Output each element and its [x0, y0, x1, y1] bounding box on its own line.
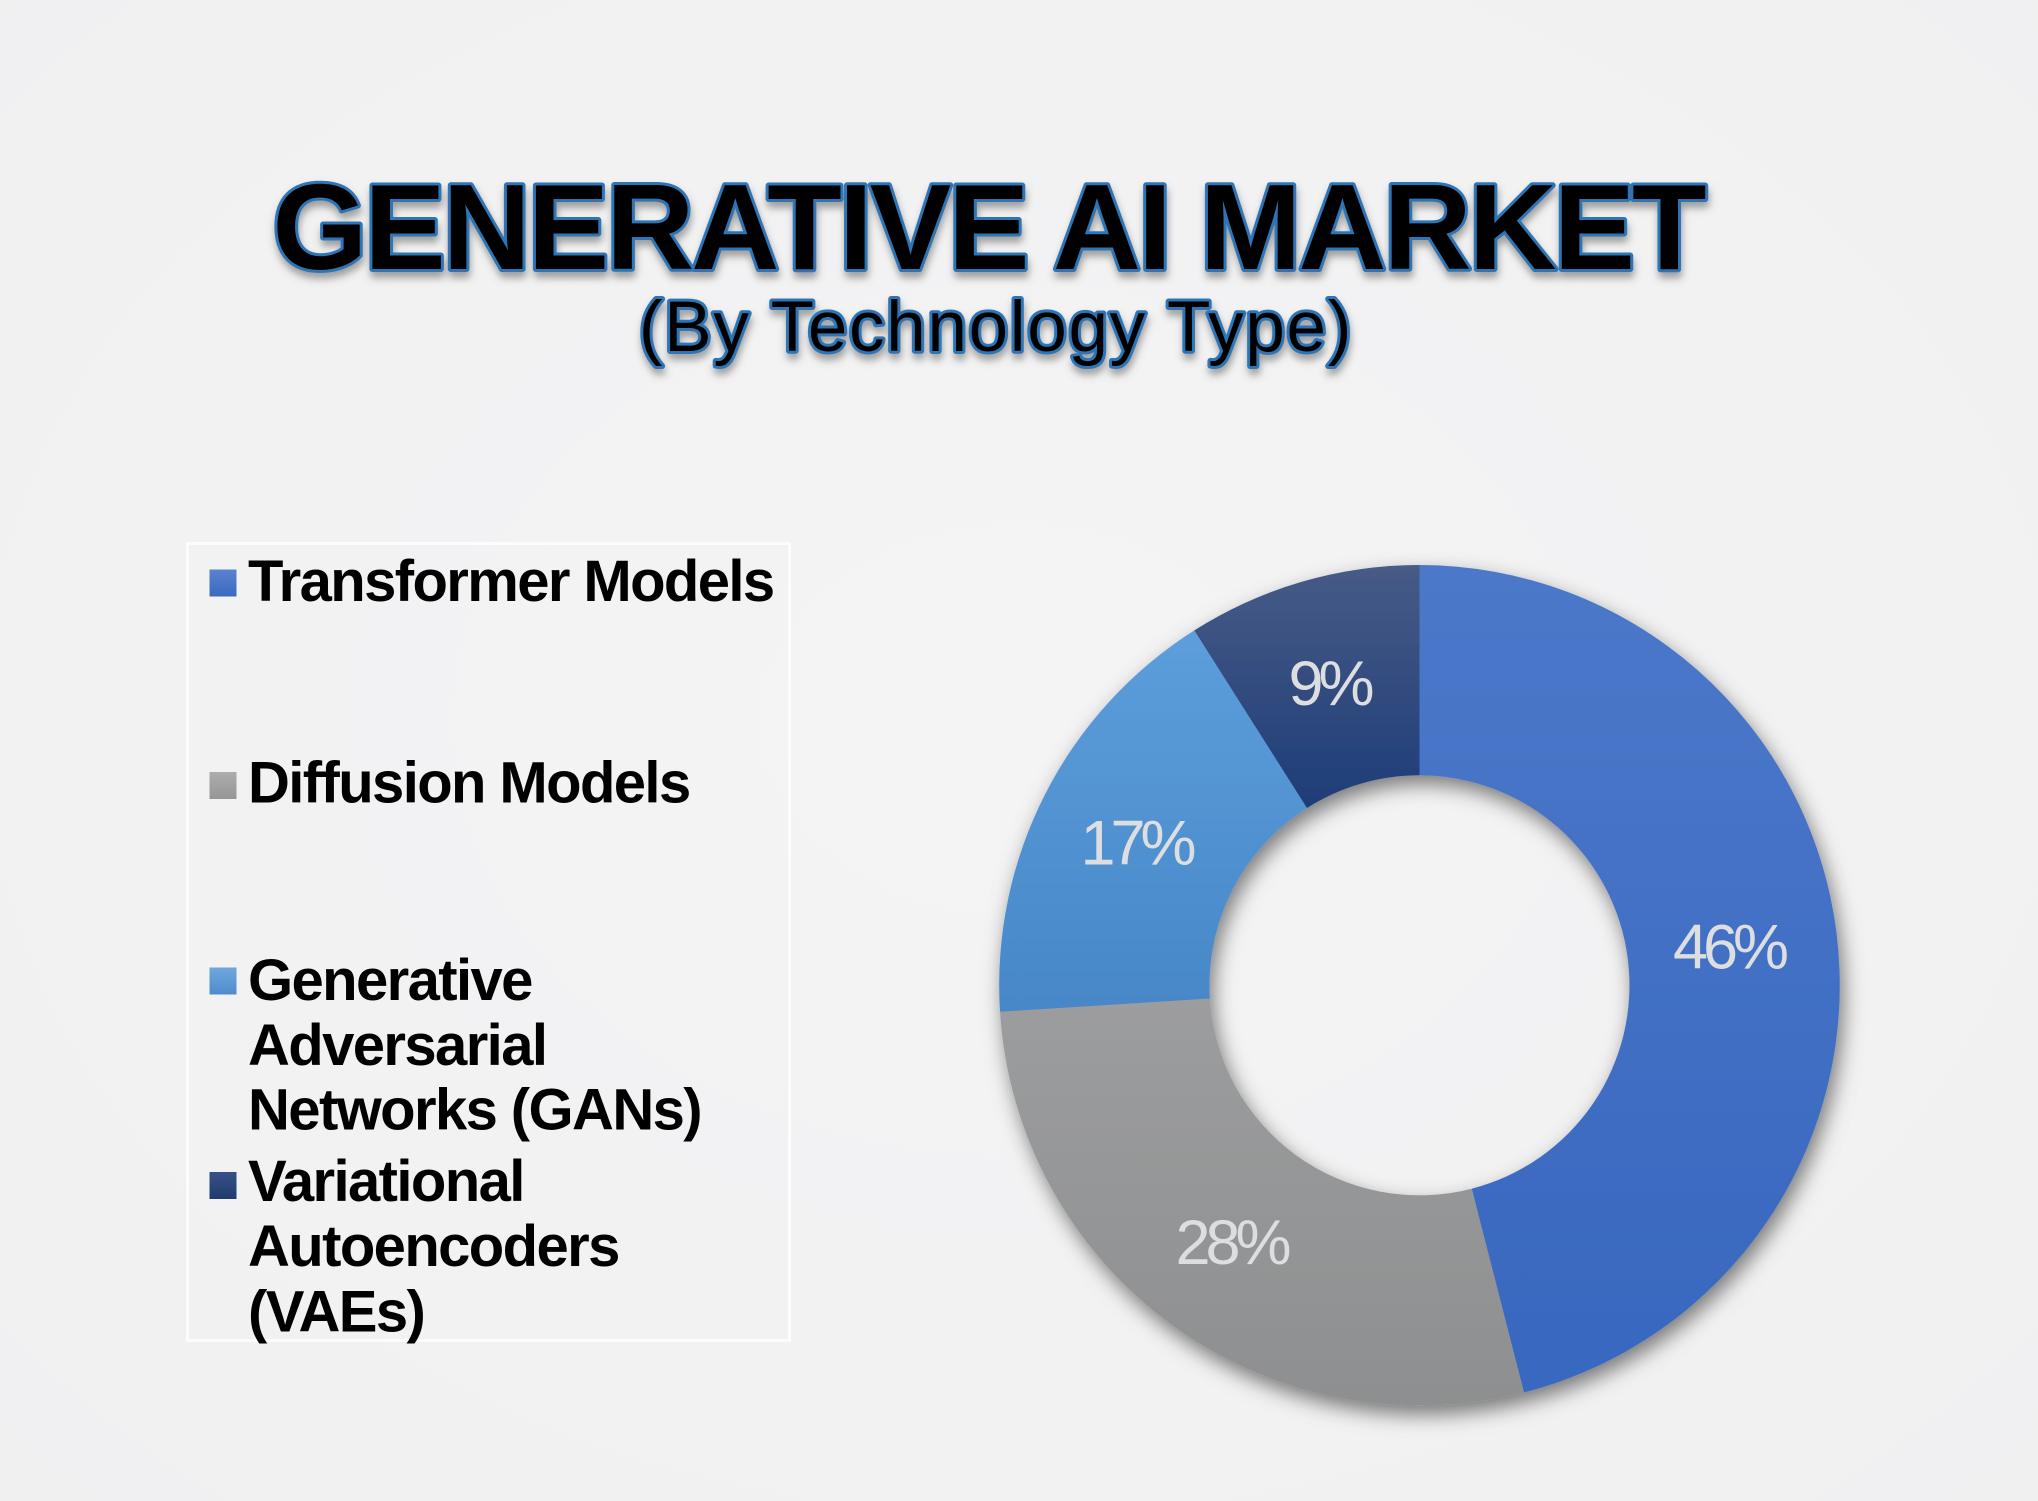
svg-text:17%: 17%	[1080, 809, 1194, 879]
svg-text:46%: 46%	[1673, 913, 1787, 983]
svg-text:Transformer Models: Transformer Models	[248, 549, 774, 614]
svg-text:9%: 9%	[1288, 649, 1372, 719]
svg-text:GENERATIVE AI MARKET: GENERATIVE AI MARKET	[272, 159, 1706, 295]
svg-text:28%: 28%	[1175, 1208, 1289, 1278]
svg-text:Generative Adversarial: Generative Adversarial Networks (GANs)	[248, 948, 701, 1143]
svg-text:Diffusion Models: Diffusion Models	[248, 751, 690, 816]
svg-text:(By Technology Type): (By Technology Type)	[639, 288, 1353, 367]
svg-text:Variational Autoencoders: Variational Autoencoders (VAEs)	[248, 1149, 633, 1345]
